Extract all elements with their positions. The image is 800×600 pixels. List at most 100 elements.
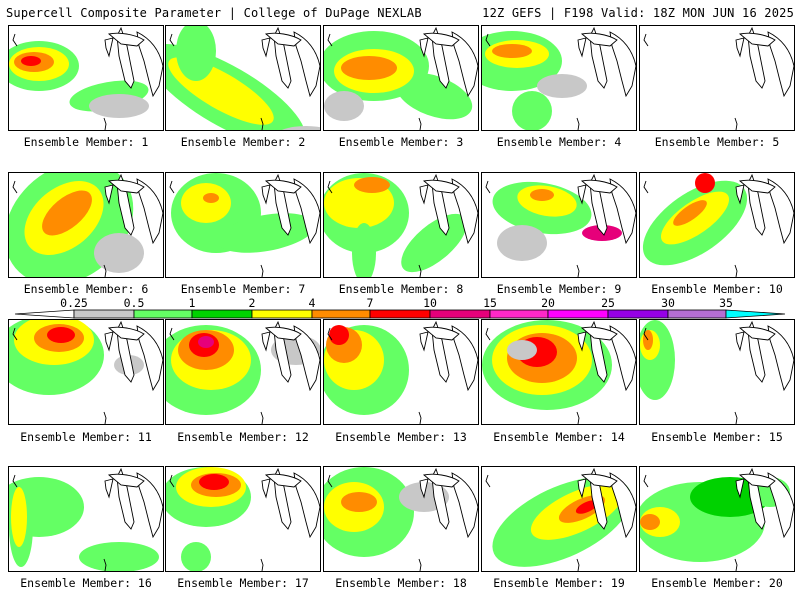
member-map-5 (643, 26, 794, 130)
member-label: Ensemble Member: 8 (338, 282, 464, 296)
coast-line (169, 33, 175, 47)
legend-swatch (369, 309, 431, 319)
coast-line (734, 411, 738, 424)
ensemble-panel-7 (165, 172, 321, 278)
member-label: Ensemble Member: 16 (20, 576, 152, 590)
lake-outline (735, 184, 745, 205)
coast-line (103, 411, 107, 424)
member-map-12 (166, 320, 320, 424)
legend-tick-label: 2 (248, 296, 256, 310)
member-label: Ensemble Member: 4 (496, 135, 622, 149)
legend-tick-label: 15 (483, 296, 497, 310)
ensemble-panel-5 (639, 25, 795, 131)
lake-outline (422, 32, 460, 47)
coast-line (103, 558, 107, 571)
lake-outline (107, 32, 145, 47)
coast-line (327, 180, 333, 194)
legend-bar (14, 309, 786, 319)
legend-swatch (191, 309, 253, 319)
member-map-2 (166, 26, 320, 130)
lake-outline (104, 37, 114, 58)
lake-outline (580, 326, 618, 341)
member-label: Ensemble Member: 2 (180, 135, 306, 149)
coast-line (260, 558, 264, 571)
lake-outline (136, 178, 163, 245)
ensemble-panel-20 (639, 466, 795, 572)
member-label: Ensemble Member: 3 (338, 135, 464, 149)
coast-line (418, 117, 422, 130)
lake-outline (136, 325, 163, 392)
legend-tick-label: 35 (719, 296, 733, 310)
coast-line (169, 474, 175, 488)
coast-line (643, 180, 649, 194)
lake-outline (419, 331, 429, 352)
lake-outline (264, 179, 302, 194)
coast-line (485, 474, 491, 488)
lake-outline (767, 325, 794, 392)
legend-swatch (667, 309, 727, 319)
member-map-14 (482, 320, 636, 424)
lake-outline (767, 472, 794, 539)
coast-line (643, 474, 649, 488)
legend-swatch (489, 309, 549, 319)
lake-outline (261, 331, 271, 352)
lake-outline (451, 325, 478, 392)
member-map-19 (485, 467, 636, 571)
scp-contour (673, 200, 707, 226)
scp-contour (11, 487, 27, 547)
ensemble-panel-4 (481, 25, 637, 131)
coast-line (576, 411, 580, 424)
member-label: Ensemble Member: 13 (335, 430, 467, 444)
ensemble-panel-8 (323, 172, 479, 278)
legend-tick-label: 30 (661, 296, 675, 310)
scp-contour (324, 91, 364, 121)
ensemble-panel-17 (165, 466, 321, 572)
lake-outline (577, 37, 587, 58)
scp-contour (537, 74, 587, 98)
legend-swatch (311, 309, 371, 319)
coast-line (169, 327, 175, 341)
legend-tick-label: 20 (541, 296, 555, 310)
coast-line (418, 558, 422, 571)
member-label: Ensemble Member: 20 (651, 576, 783, 590)
coast-line (643, 33, 649, 47)
legend-swatch (133, 309, 193, 319)
scp-contour (198, 336, 214, 348)
member-map-15 (640, 320, 794, 424)
lake-outline (577, 478, 587, 499)
map-title: Supercell Composite Parameter | College … (6, 6, 422, 20)
ensemble-panel-18 (323, 466, 479, 572)
scp-contour (341, 492, 377, 512)
lake-outline (609, 472, 636, 539)
legend-tick-label: 7 (366, 296, 374, 310)
member-map-17 (166, 467, 320, 571)
coast-line (734, 117, 738, 130)
scp-contour (79, 542, 159, 571)
member-label: Ensemble Member: 11 (20, 430, 152, 444)
member-label: Ensemble Member: 1 (23, 135, 149, 149)
lake-outline (264, 473, 302, 488)
lake-outline (609, 325, 636, 392)
lake-outline (104, 478, 114, 499)
coast-line (485, 327, 491, 341)
scp-contour (341, 56, 397, 80)
ensemble-panel-10 (639, 172, 795, 278)
lake-outline (738, 179, 776, 194)
scp-contour (216, 213, 316, 253)
ensemble-panel-3 (323, 25, 479, 131)
scp-contour (199, 474, 229, 490)
coast-line (12, 180, 18, 194)
lake-outline (107, 473, 145, 488)
legend-swatch (547, 309, 609, 319)
lake-outline (104, 331, 114, 352)
ensemble-panel-6 (8, 172, 164, 278)
member-label: Ensemble Member: 9 (496, 282, 622, 296)
lake-outline (735, 37, 745, 58)
scp-contour (497, 225, 547, 261)
lake-outline (264, 32, 302, 47)
coast-line (260, 264, 264, 277)
member-map-1 (9, 26, 163, 130)
lake-outline (136, 472, 163, 539)
member-label: Ensemble Member: 7 (180, 282, 306, 296)
coast-line (576, 558, 580, 571)
